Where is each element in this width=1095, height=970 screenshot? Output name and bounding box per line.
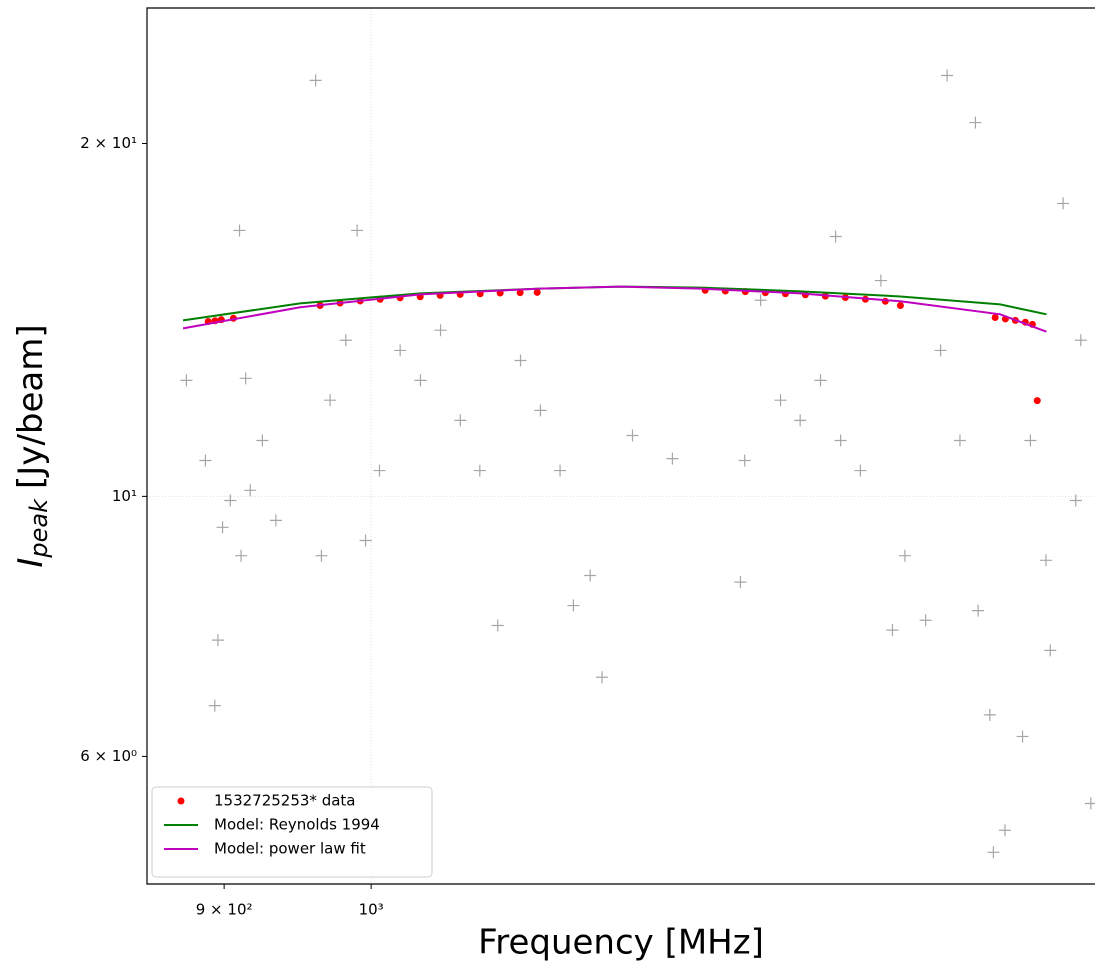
- marker-cross: [359, 534, 372, 547]
- marker-cross: [1024, 434, 1037, 447]
- y-label-unit: [Jy/beam]: [11, 324, 51, 489]
- marker-cross: [898, 549, 911, 562]
- axes-frame: [146, 7, 1095, 885]
- y-tick-label: 2 × 10¹: [80, 134, 137, 152]
- marker-cross: [339, 334, 352, 347]
- marker-cross: [596, 671, 609, 684]
- marker-cross: [972, 604, 985, 617]
- marker-cross: [324, 394, 337, 407]
- marker-cross: [834, 434, 847, 447]
- y-label-sub: peak: [25, 498, 53, 559]
- marker-cross: [829, 230, 842, 243]
- marker-cross: [666, 452, 679, 465]
- marker-cross: [373, 464, 386, 477]
- marker-cross: [180, 374, 193, 387]
- marker-cross: [211, 634, 224, 647]
- x-tick-label: 10³: [359, 901, 384, 919]
- y-label-main: I: [11, 558, 51, 568]
- data-point: [991, 314, 999, 322]
- marker-cross: [584, 569, 597, 582]
- marker-cross: [941, 69, 954, 82]
- y-tick-label: 10¹: [112, 487, 137, 505]
- marker-cross: [919, 614, 932, 627]
- marker-cross: [1044, 644, 1057, 657]
- legend-dot: [177, 797, 185, 805]
- marker-cross: [987, 846, 1000, 859]
- y-tick-label: 6 × 10⁰: [80, 747, 137, 765]
- marker-cross: [1074, 334, 1087, 347]
- marker-cross: [239, 372, 252, 385]
- marker-cross: [414, 374, 427, 387]
- marker-cross: [567, 599, 580, 612]
- marker-cross: [309, 74, 322, 87]
- marker-cross: [983, 708, 996, 721]
- legend-label: 1532725253* data: [214, 792, 356, 810]
- x-tick-label: 9 × 10²: [196, 901, 253, 919]
- data-point: [516, 289, 524, 297]
- marker-cross: [208, 699, 221, 712]
- marker-cross: [554, 464, 567, 477]
- marker-cross: [969, 116, 982, 129]
- data-point: [533, 288, 541, 296]
- legend-label: Model: Reynolds 1994: [214, 816, 380, 834]
- marker-cross: [224, 494, 237, 507]
- y-axis-label: Ipeak [Jy/beam]: [11, 324, 54, 567]
- model-line: [182, 285, 1047, 333]
- marker-cross: [814, 374, 827, 387]
- legend-box: [151, 786, 433, 878]
- marker-cross: [886, 624, 899, 637]
- marker-cross: [794, 414, 807, 427]
- marker-cross: [626, 429, 639, 442]
- marker-cross: [454, 414, 467, 427]
- marker-cross: [244, 484, 257, 497]
- marker-cross: [315, 549, 328, 562]
- marker-cross: [738, 454, 751, 467]
- marker-cross: [754, 294, 767, 307]
- marker-cross: [734, 576, 747, 589]
- marker-cross: [514, 354, 527, 367]
- marker-cross: [269, 514, 282, 527]
- marker-cross: [1039, 554, 1052, 567]
- x-axis-label: Frequency [MHz]: [478, 923, 764, 963]
- marker-cross: [351, 224, 364, 237]
- data-point: [896, 301, 904, 309]
- marker-cross: [394, 344, 407, 357]
- legend-label: Model: power law fit: [214, 840, 366, 858]
- marker-cross: [1016, 730, 1029, 743]
- marker-cross: [774, 394, 787, 407]
- marker-cross: [235, 549, 248, 562]
- marker-cross: [1069, 494, 1082, 507]
- marker-cross: [256, 434, 269, 447]
- marker-cross: [434, 324, 447, 337]
- marker-cross: [854, 464, 867, 477]
- marker-cross: [953, 434, 966, 447]
- marker-cross: [1057, 197, 1070, 210]
- marker-cross: [233, 224, 246, 237]
- data-point: [1033, 397, 1041, 405]
- marker-cross: [216, 521, 229, 534]
- marker-cross: [473, 464, 486, 477]
- marker-cross: [998, 824, 1011, 837]
- marker-cross: [534, 404, 547, 417]
- marker-cross: [874, 274, 887, 287]
- marker-cross: [491, 619, 504, 632]
- marker-cross: [1084, 797, 1095, 810]
- marker-cross: [934, 344, 947, 357]
- marker-cross: [199, 454, 212, 467]
